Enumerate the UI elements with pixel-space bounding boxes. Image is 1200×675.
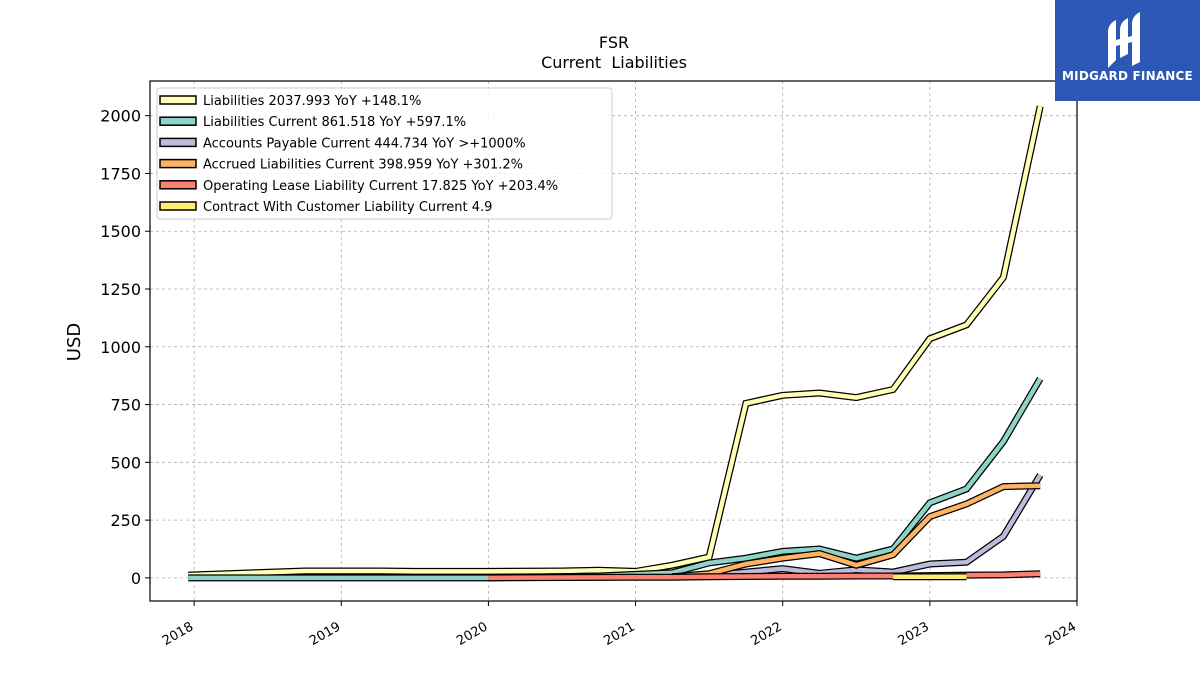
legend-swatch xyxy=(159,116,197,126)
series-line-accrued-liabilities-current xyxy=(672,483,1041,579)
logo-text: MIDGARD FINANCE xyxy=(1062,69,1193,83)
chart-subtitle: Current Liabilities xyxy=(541,53,687,72)
x-tick-label: 2023 xyxy=(896,619,932,649)
y-tick-label: 1000 xyxy=(100,338,141,357)
y-tick-label: 1500 xyxy=(100,222,141,241)
y-tick-label: 2000 xyxy=(100,107,141,126)
x-tick-label: 2020 xyxy=(454,619,490,649)
y-axis-label: USD xyxy=(64,323,85,361)
chart-title: FSR xyxy=(599,33,629,52)
legend-swatch xyxy=(159,201,197,211)
legend-swatch xyxy=(159,137,197,148)
legend-label: Accounts Payable Current 444.734 YoY >+1… xyxy=(203,136,526,151)
x-tick-label: 2024 xyxy=(1043,619,1079,649)
legend-swatch xyxy=(159,180,197,190)
x-tick-label: 2021 xyxy=(601,619,637,649)
y-tick-label: 0 xyxy=(131,569,141,588)
x-tick-label: 2019 xyxy=(307,619,343,649)
y-tick-label: 1250 xyxy=(100,280,141,299)
legend: Liabilities 2037.993 YoY +148.1% Liabilit… xyxy=(156,87,613,220)
x-tick-label: 2018 xyxy=(160,619,196,649)
series-outline-liabilities-current xyxy=(188,376,1044,582)
y-tick-label: 250 xyxy=(110,511,141,530)
series-lines xyxy=(188,105,1044,582)
legend-label: Liabilities Current 861.518 YoY +597.1% xyxy=(203,115,466,130)
plot-frame xyxy=(149,80,1078,602)
y-tick-label: 500 xyxy=(110,453,141,472)
legend-label: Contract With Customer Liability Current… xyxy=(203,200,492,215)
legend-label: Operating Lease Liability Current 17.825… xyxy=(203,179,558,194)
midgard-logo-icon xyxy=(1108,12,1140,68)
series-line-liabilities-current xyxy=(188,377,1043,581)
legend-label: Accrued Liabilities Current 398.959 YoY … xyxy=(203,158,523,173)
y-tick-label: 1750 xyxy=(100,164,141,183)
series-line-liabilities xyxy=(188,105,1043,578)
legend-label: Liabilities 2037.993 YoY +148.1% xyxy=(203,94,421,109)
legend-swatch xyxy=(159,95,197,105)
legend-box xyxy=(156,87,613,220)
legend-swatch xyxy=(159,158,197,169)
y-tick-label: 750 xyxy=(110,396,141,415)
x-tick-label: 2022 xyxy=(749,619,785,649)
midgard-finance-logo: MIDGARD FINANCE xyxy=(1055,0,1200,101)
